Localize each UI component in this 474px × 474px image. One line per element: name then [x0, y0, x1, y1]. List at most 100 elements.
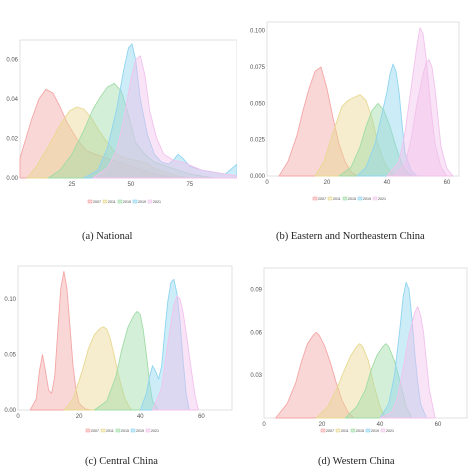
- legend-label-2015: 2015: [356, 429, 364, 433]
- legend-label-2011: 2011: [341, 429, 349, 433]
- legend-label-2015: 2015: [348, 197, 356, 201]
- x-tick-label: 0: [262, 422, 266, 428]
- legend-swatch-2015: [117, 199, 123, 204]
- legend-label-2007: 2007: [93, 200, 101, 204]
- legend-label-2019: 2019: [363, 197, 371, 201]
- density-chart-national: 0.00 0.02 0.04 0.06 25 50 75 2007 2011 2015 2019 20…: [6, 39, 237, 204]
- y-tick-label: 0.00: [4, 408, 16, 414]
- density-area-2011: [315, 343, 387, 419]
- density-area-2007: [278, 66, 358, 177]
- legend-label-2019: 2019: [136, 429, 144, 433]
- legend-swatch-2015: [350, 428, 356, 433]
- x-tick-label: 40: [384, 180, 391, 186]
- chart-panel-national: 0.00 0.02 0.04 0.06 25 50 75 2007 2011 2015 2019 20…: [0, 0, 237, 222]
- legend-label-2021: 2021: [378, 197, 386, 201]
- density-chart-western: 0.03 0.06 0.09 0 20 40 60 2007 2011 2015 2019 2021: [250, 267, 468, 433]
- caption-national: (a) National: [82, 231, 133, 242]
- x-tick-label: 75: [186, 182, 193, 188]
- density-chart-central: 0.00 0.05 0.10 0 20 40 60 2007 2011 2015 2019 2021: [4, 265, 233, 433]
- legend-swatch-2015: [342, 196, 348, 201]
- y-tick-label: 0.06: [6, 58, 18, 64]
- x-tick-label: 25: [69, 182, 76, 188]
- density-area-2021: [152, 295, 199, 411]
- legend-label-2011: 2011: [333, 197, 341, 201]
- plot-area: [19, 39, 237, 179]
- density-chart-eastern: 0.000 0.025 0.050 0.075 0.100 0 20 40 60 2007 2011…: [250, 21, 460, 201]
- legend-label-2015: 2015: [121, 429, 129, 433]
- y-tick-label: 0.075: [250, 65, 266, 71]
- legend-swatch-2007: [312, 196, 318, 201]
- legend-label-2019: 2019: [138, 200, 146, 204]
- density-area-2015: [47, 82, 214, 179]
- legend-swatch-2011: [100, 428, 106, 433]
- legend-swatch-2007: [320, 428, 326, 433]
- density-area-2011: [63, 326, 132, 411]
- density-area-2021: [379, 306, 436, 419]
- chart-panel-eastern: 0.000 0.025 0.050 0.075 0.100 0 20 40 60 2007 2011…: [237, 0, 474, 222]
- plot-area: [263, 267, 468, 419]
- y-tick-label: 0.02: [6, 137, 18, 143]
- caption-eastern: (b) Eastern and Northeastern China: [276, 231, 425, 242]
- legend-label-2015: 2015: [123, 200, 131, 204]
- y-tick-label: 0.05: [4, 353, 16, 359]
- density-area-2019: [379, 281, 427, 419]
- y-tick-label: 0.100: [250, 29, 266, 35]
- density-area-2007: [29, 271, 92, 411]
- x-tick-label: 40: [137, 414, 144, 420]
- legend-label-2011: 2011: [106, 429, 114, 433]
- density-area-2021b: [392, 59, 454, 177]
- y-tick-label: 0.000: [250, 174, 266, 180]
- density-area-2021: [92, 55, 237, 179]
- legend-label-2007: 2007: [318, 197, 326, 201]
- x-tick-label: 20: [319, 422, 326, 428]
- x-tick-label: 0: [16, 414, 20, 420]
- legend-swatch-2021: [372, 196, 378, 201]
- legend-swatch-2015: [115, 428, 121, 433]
- y-tick-label: 0.03: [250, 373, 262, 379]
- legend-swatch-2019: [132, 199, 138, 204]
- legend-label-2007: 2007: [326, 429, 334, 433]
- density-area-2007: [19, 88, 179, 179]
- plot-area: [266, 21, 460, 177]
- legend-swatch-2011: [335, 428, 341, 433]
- density-area-2015: [338, 102, 415, 177]
- y-tick-label: 0.06: [250, 330, 262, 336]
- x-tick-label: 60: [444, 180, 451, 186]
- chart-panel-western: 0.03 0.06 0.09 0 20 40 60 2007 2011 2015 2019 2021: [237, 248, 474, 448]
- legend-swatch-2021: [145, 428, 151, 433]
- legend-label-2021: 2021: [151, 429, 159, 433]
- legend-label-2021: 2021: [153, 200, 161, 204]
- legend-label-2007: 2007: [91, 429, 99, 433]
- x-tick-label: 40: [377, 422, 384, 428]
- y-tick-label: 0.00: [6, 176, 18, 182]
- legend-swatch-2011: [102, 199, 108, 204]
- x-tick-label: 50: [128, 182, 135, 188]
- x-tick-label: 60: [198, 414, 205, 420]
- density-area-2015: [93, 310, 160, 411]
- density-area-2015: [344, 343, 413, 419]
- density-area-2007: [275, 331, 355, 419]
- y-tick-label: 0.09: [250, 287, 262, 293]
- chart-panel-central: 0.00 0.05 0.10 0 20 40 60 2007 2011 2015 2019 2021: [0, 248, 237, 448]
- y-tick-label: 0.10: [4, 297, 16, 303]
- caption-central: (c) Central China: [85, 456, 158, 467]
- legend-swatch-2019: [357, 196, 363, 201]
- x-tick-label: 20: [324, 180, 331, 186]
- legend-swatch-2007: [85, 428, 91, 433]
- x-tick-label: 60: [435, 422, 442, 428]
- legend-label-2021: 2021: [386, 429, 394, 433]
- legend-swatch-2021: [147, 199, 153, 204]
- x-tick-label: 0: [265, 180, 269, 186]
- y-tick-label: 0.050: [250, 101, 266, 107]
- legend-swatch-2007: [87, 199, 93, 204]
- density-area-2019: [139, 278, 190, 411]
- y-tick-label: 0.025: [250, 138, 266, 144]
- legend-swatch-2011: [327, 196, 333, 201]
- legend-swatch-2019: [130, 428, 136, 433]
- legend-swatch-2019: [365, 428, 371, 433]
- y-tick-label: 0.04: [6, 97, 18, 103]
- caption-western: (d) Western China: [318, 456, 395, 467]
- legend-label-2011: 2011: [108, 200, 116, 204]
- density-area-2011: [314, 94, 397, 177]
- legend-swatch-2021: [380, 428, 386, 433]
